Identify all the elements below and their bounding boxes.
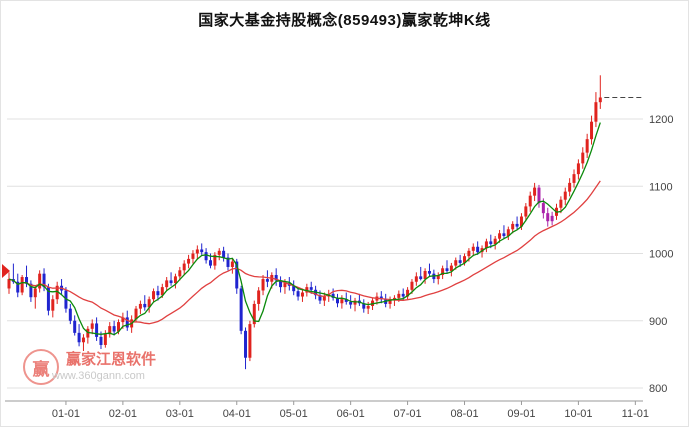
svg-text:11-01: 11-01 <box>622 408 649 420</box>
grid-layer: 800 900 1000 1100 1200 <box>7 114 673 395</box>
svg-text:01-01: 01-01 <box>52 408 80 420</box>
svg-text:10-01: 10-01 <box>564 408 592 420</box>
chart-title: 国家大基金持股概念(859493)赢家乾坤K线 <box>198 12 491 29</box>
svg-text:900: 900 <box>649 316 667 328</box>
svg-text:07-01: 07-01 <box>394 408 422 420</box>
moving-average-layer <box>8 122 601 336</box>
left-edge-marker <box>2 264 10 278</box>
svg-text:06-01: 06-01 <box>337 408 365 420</box>
svg-text:09-01: 09-01 <box>507 408 535 420</box>
svg-text:04-01: 04-01 <box>223 408 251 420</box>
svg-text:05-01: 05-01 <box>280 408 308 420</box>
svg-text:02-01: 02-01 <box>109 408 137 420</box>
axis-layer: 01-01 02-01 03-01 04-01 05-01 06-01 07-01 08-01… <box>5 400 649 420</box>
svg-text:1100: 1100 <box>649 181 673 193</box>
svg-text:1000: 1000 <box>649 249 673 261</box>
svg-text:800: 800 <box>649 383 667 395</box>
svg-text:03-01: 03-01 <box>166 408 194 420</box>
svg-text:08-01: 08-01 <box>450 408 478 420</box>
svg-text:1200: 1200 <box>649 114 673 126</box>
